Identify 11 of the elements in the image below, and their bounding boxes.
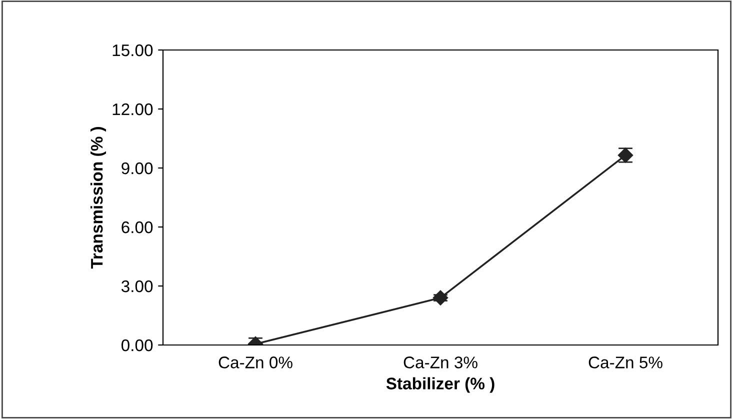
x-tick-label: Ca-Zn 0%: [218, 356, 292, 368]
y-tick-label: 9.00: [122, 162, 153, 174]
y-tick-label: 12.00: [112, 103, 153, 116]
x-tick-label: Ca-Zn 3%: [404, 356, 478, 368]
y-tick-label: 15.00: [112, 44, 153, 56]
y-tick-label: 0.00: [121, 339, 153, 352]
x-tick-label: Ca-Zn 5%: [588, 356, 662, 368]
y-axis-title: Transmission (% ): [90, 127, 106, 269]
y-tick-label: 6.00: [122, 221, 153, 234]
x-axis-title: Stabilizer (% ): [386, 377, 494, 393]
y-tick-label: 3.00: [121, 280, 153, 292]
